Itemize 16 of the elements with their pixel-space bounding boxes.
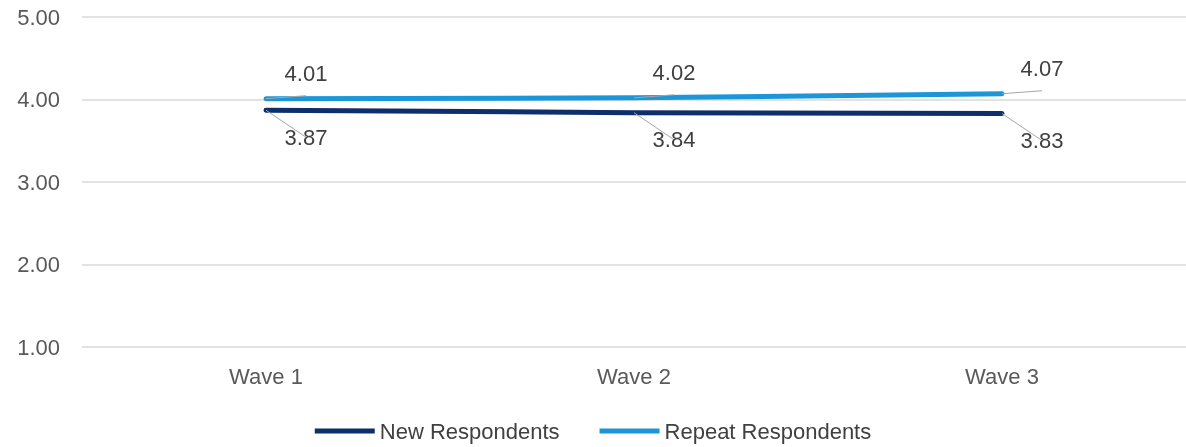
y-tick-label: 3.00 — [17, 169, 60, 195]
x-tick-label: Wave 3 — [965, 363, 1039, 389]
data-label: 3.83 — [1020, 128, 1064, 154]
data-label: 3.84 — [652, 127, 696, 153]
x-tick-label: Wave 2 — [597, 363, 671, 389]
legend-label: Repeat Respondents — [664, 418, 872, 444]
x-tick-label: Wave 1 — [229, 363, 303, 389]
data-label: 4.02 — [652, 60, 696, 86]
legend-label: New Respondents — [379, 418, 560, 444]
y-tick-label: 2.00 — [17, 252, 60, 277]
data-label: 3.87 — [284, 124, 328, 150]
y-tick-label: 4.00 — [17, 87, 60, 112]
y-tick-label: 1.00 — [17, 334, 60, 360]
data-label: 4.07 — [1020, 56, 1064, 82]
data-label: 4.01 — [284, 61, 328, 87]
y-tick-label: 5.00 — [17, 4, 60, 30]
